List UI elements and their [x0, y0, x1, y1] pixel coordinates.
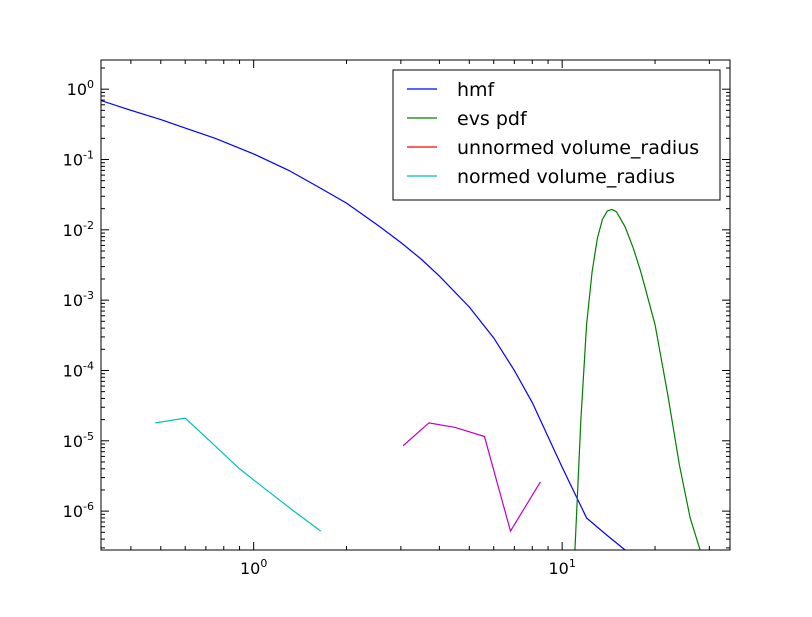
tick-layer: 100 101 100 10-1 10-2 10-3 10-4 10-5 10-6: [63, 60, 730, 578]
series-line-evs-pdf: [574, 208, 701, 550]
legend-label-hmf: hmf: [457, 79, 496, 101]
x-tick-label-0: 100: [240, 557, 267, 578]
legend-label-evs-pdf: evs pdf: [457, 108, 528, 130]
legend-label-unnormed-volume-radius: unnormed volume_radius: [457, 137, 699, 159]
series-layer: [101, 99, 701, 550]
legend-label-normed-volume-radius: normed volume_radius: [457, 166, 675, 188]
legend-box: [392, 69, 721, 201]
y-tick-label-5: 10-5: [63, 430, 94, 451]
series-line-hmf: [101, 99, 626, 550]
y-tick-label-0: 100: [67, 78, 94, 99]
y-tick-label-1: 10-1: [63, 149, 94, 170]
x-tick-label-1: 101: [548, 557, 575, 578]
series-line-normed-volume-radius: [155, 417, 322, 532]
y-tick-label-6: 10-6: [63, 500, 94, 521]
series-line-unlabeled-4: [402, 422, 541, 533]
plot-frame: [100, 59, 731, 551]
y-tick-label-4: 10-4: [63, 359, 94, 380]
y-tick-label-3: 10-3: [63, 289, 94, 310]
y-tick-label-2: 10-2: [63, 219, 94, 240]
